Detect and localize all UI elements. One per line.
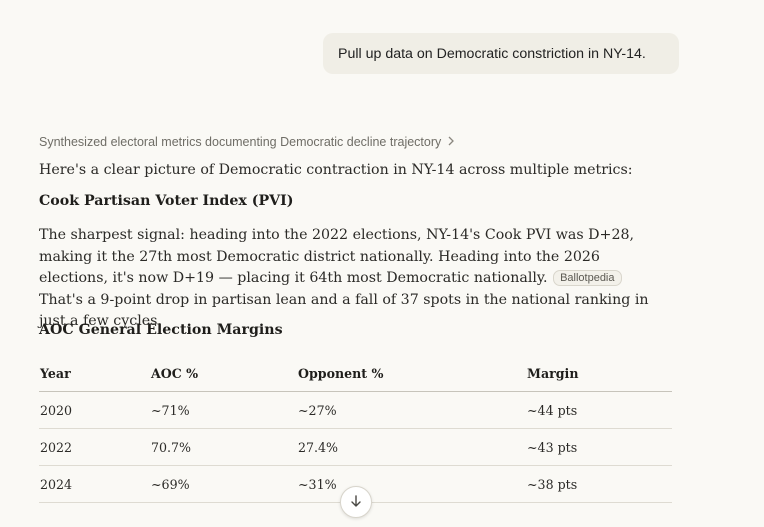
table-row: 2024 ~69% ~31% ~38 pts bbox=[39, 465, 672, 503]
user-message-text: Pull up data on Democratic constriction … bbox=[338, 45, 646, 62]
table-cell: ~71% bbox=[150, 391, 297, 429]
table-cell: ~44 pts bbox=[526, 391, 672, 429]
thinking-summary-toggle[interactable]: Synthesized electoral metrics documentin… bbox=[39, 135, 455, 149]
pvi-text-after: That's a 9-point drop in partisan lean a… bbox=[39, 291, 649, 330]
table-row: 2020 ~71% ~27% ~44 pts bbox=[39, 391, 672, 429]
table-header-row: Year AOC % Opponent % Margin bbox=[39, 355, 672, 392]
intro-paragraph: Here's a clear picture of Democratic con… bbox=[39, 162, 633, 178]
column-header-opponent: Opponent % bbox=[297, 355, 526, 392]
citation-badge[interactable]: Ballotpedia bbox=[553, 270, 622, 286]
column-header-aoc: AOC % bbox=[150, 355, 297, 392]
table-row: 2022 70.7% 27.4% ~43 pts bbox=[39, 428, 672, 466]
pvi-paragraph: The sharpest signal: heading into the 20… bbox=[39, 225, 659, 333]
table-cell: ~43 pts bbox=[526, 428, 672, 466]
pvi-heading: Cook Partisan Voter Index (PVI) bbox=[39, 193, 294, 209]
table-cell: ~31% bbox=[297, 465, 526, 503]
scroll-to-bottom-button[interactable] bbox=[340, 486, 372, 518]
table-cell: ~69% bbox=[150, 465, 297, 503]
table-cell: ~38 pts bbox=[526, 465, 672, 503]
margins-heading: AOC General Election Margins bbox=[39, 322, 283, 338]
table-cell: 27.4% bbox=[297, 428, 526, 466]
table-cell: 2020 bbox=[39, 391, 150, 429]
table-cell: ~27% bbox=[297, 391, 526, 429]
pvi-text-before: The sharpest signal: heading into the 20… bbox=[39, 227, 635, 286]
margins-table: Year AOC % Opponent % Margin 2020 ~71% ~… bbox=[39, 355, 672, 503]
table-cell: 70.7% bbox=[150, 428, 297, 466]
arrow-down-icon bbox=[349, 493, 363, 512]
column-header-year: Year bbox=[39, 355, 150, 392]
column-header-margin: Margin bbox=[526, 355, 672, 392]
table-cell: 2024 bbox=[39, 465, 150, 503]
thinking-summary-text: Synthesized electoral metrics documentin… bbox=[39, 135, 442, 149]
user-message-bubble: Pull up data on Democratic constriction … bbox=[323, 33, 679, 74]
table-cell: 2022 bbox=[39, 428, 150, 466]
chevron-right-icon bbox=[447, 135, 455, 149]
